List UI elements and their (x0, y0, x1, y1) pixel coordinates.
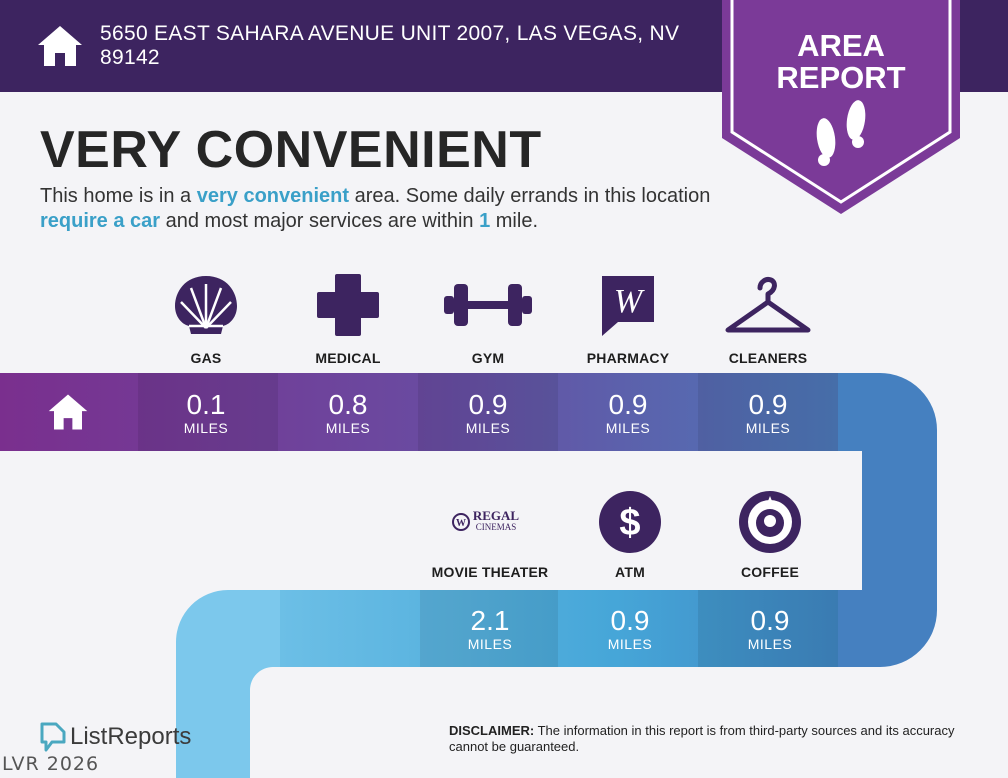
desc-part-2: area. Some daily errands in this locatio… (349, 185, 711, 207)
desc-highlight-1: very convenient (196, 185, 350, 207)
distance-gas-value: 0.1 (186, 389, 226, 420)
regal-cinemas-icon: W REGAL CINEMAS (452, 508, 520, 532)
desc-part-3: and most major services are within (160, 210, 480, 232)
amenity-movie-theater-label: MOVIE THEATER (431, 564, 549, 580)
distance-gym-value: 0.9 (468, 389, 508, 420)
amenity-coffee-label: COFFEE (741, 564, 799, 580)
walgreens-icon: W (602, 276, 654, 336)
distance-movie-theater: 2.1 MILES (420, 605, 560, 653)
amenity-pharmacy-label: PHARMACY (586, 350, 670, 366)
badge-title: AREA REPORT (722, 30, 960, 94)
distance-gym: 0.9 MILES (418, 389, 558, 437)
disclaimer-text: The information in this report is from t… (449, 723, 955, 754)
distance-gas: 0.1 MILES (136, 389, 276, 437)
desc-part-1: This home is in a (40, 185, 197, 207)
listreports-logo-icon (40, 722, 66, 752)
desc-highlight-2: require a car (40, 210, 161, 232)
distance-gas-unit: MILES (183, 420, 229, 436)
amenity-atm: $ ATM (560, 490, 700, 580)
distance-medical: 0.8 MILES (278, 389, 418, 437)
amenity-gym-label: GYM (471, 350, 505, 366)
shell-gas-icon (175, 276, 237, 334)
amenity-medical: MEDICAL (278, 272, 418, 366)
amenity-cleaners-label: CLEANERS (728, 350, 808, 366)
svg-text:W: W (614, 283, 645, 320)
property-address: 5650 EAST SAHARA AVENUE UNIT 2007, LAS V… (100, 22, 680, 69)
watermark: LVR 2026 (2, 753, 100, 775)
distance-cleaners: 0.9 MILES (698, 389, 838, 437)
amenity-atm-label: ATM (615, 564, 645, 580)
distance-atm-unit: MILES (607, 636, 653, 652)
distance-atm-value: 0.9 (610, 605, 650, 636)
distance-coffee: 0.9 MILES (700, 605, 840, 653)
listreports-logo-text: ListReports (70, 723, 192, 750)
distance-pharmacy-unit: MILES (605, 420, 651, 436)
amenity-gym: GYM (418, 272, 558, 366)
amenity-coffee: COFFEE (700, 490, 840, 580)
regal-logo-text-1: REGAL (473, 508, 520, 523)
amenity-pharmacy: W PHARMACY (558, 272, 698, 366)
disclaimer-label: DISCLAIMER: (449, 723, 535, 738)
desc-highlight-3: 1 (479, 210, 491, 232)
hanger-icon (725, 277, 811, 333)
badge-line-2: REPORT (776, 60, 906, 95)
amenity-medical-label: MEDICAL (315, 350, 381, 366)
badge-line-1: AREA (797, 28, 885, 63)
distance-gym-unit: MILES (465, 420, 511, 436)
svg-text:W: W (456, 518, 466, 529)
regal-logo-text-2: CINEMAS (476, 522, 517, 532)
distance-movie-theater-value: 2.1 (470, 605, 510, 636)
home-icon (48, 394, 88, 430)
distance-movie-theater-unit: MILES (467, 636, 513, 652)
distance-atm: 0.9 MILES (560, 605, 700, 653)
distance-pharmacy: 0.9 MILES (558, 389, 698, 437)
distance-cleaners-value: 0.9 (748, 389, 788, 420)
amenity-movie-theater: W REGAL CINEMAS MOVIE THEATER (420, 490, 560, 580)
house-icon (38, 26, 82, 66)
area-report-badge (722, 0, 960, 214)
distance-medical-value: 0.8 (328, 389, 368, 420)
svg-text:$: $ (619, 502, 640, 544)
footprints-icon (816, 100, 866, 166)
disclaimer: DISCLAIMER: The information in this repo… (449, 723, 979, 755)
description-text: This home is in a very convenient area. … (40, 184, 740, 234)
dumbbell-icon (444, 284, 532, 326)
page-title: VERY CONVENIENT (40, 121, 542, 179)
desc-part-4: mile. (490, 210, 539, 232)
distance-coffee-unit: MILES (747, 636, 793, 652)
distance-coffee-value: 0.9 (750, 605, 790, 636)
cell-shades (138, 373, 838, 667)
medical-cross-icon (317, 274, 379, 336)
distance-pharmacy-value: 0.9 (608, 389, 648, 420)
amenity-cleaners: CLEANERS (698, 272, 838, 366)
listreports-logo: ListReports (38, 722, 191, 752)
distance-cleaners-unit: MILES (745, 420, 791, 436)
distance-medical-unit: MILES (325, 420, 371, 436)
amenity-gas-label: GAS (190, 350, 222, 366)
amenity-gas: GAS (136, 272, 276, 366)
starbucks-icon (739, 491, 801, 553)
dollar-icon: $ (599, 491, 661, 553)
